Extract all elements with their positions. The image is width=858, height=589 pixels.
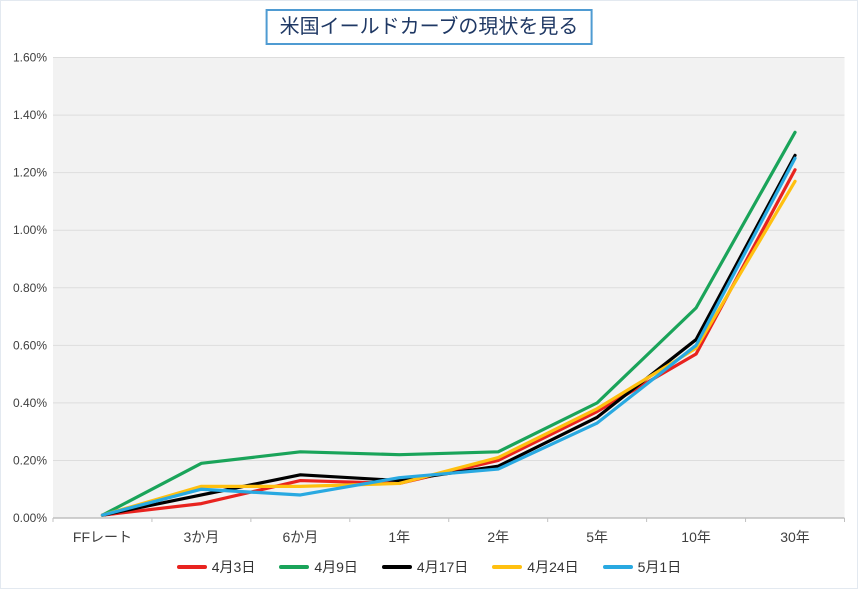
y-axis-tick-label: 0.20% [13,453,47,467]
chart-title: 米国イールドカーブの現状を見る [265,9,593,45]
x-axis-category-label: 30年 [780,529,810,545]
legend-marker-icon [602,565,633,569]
legend-label: 4月9日 [314,559,358,575]
legend-item: 4月3日 [176,557,256,577]
legend-label: 4月3日 [211,559,256,575]
legend-item: 4月17日 [381,557,469,577]
y-axis-tick-label: 0.60% [13,338,47,352]
series-line-4月9日 [100,130,797,517]
x-axis-category-label: 5年 [586,529,608,545]
legend-item: 4月9日 [279,557,358,577]
legend-marker-icon [492,565,523,569]
legend-item: 5月1日 [602,557,682,577]
legend-item: 4月24日 [492,557,579,577]
y-axis-tick-label: 0.40% [13,396,47,410]
y-axis-tick-label: 0.00% [13,511,47,525]
legend-marker-icon [279,565,310,569]
legend-marker-icon [381,565,412,569]
chart-legend: 4月3日 4月9日 4月17日 4月24日 5月1日 [1,557,857,577]
x-axis-category-label: 6か月 [282,529,318,545]
x-axis-category-label: 3か月 [184,529,220,545]
y-axis-tick-label: 1.60% [13,51,47,65]
legend-label: 4月17日 [416,559,469,575]
y-axis-tick-label: 0.80% [13,281,47,295]
y-axis-tick-label: 1.20% [13,166,47,180]
x-axis-category-label: 2年 [487,529,509,545]
series-line-5月1日 [100,156,797,517]
x-axis-category-label: 1年 [388,529,410,545]
y-axis-tick-label: 1.00% [13,223,47,237]
x-axis-category-label: FFレート [73,529,132,545]
legend-marker-icon [176,565,207,569]
legend-label: 4月24日 [527,559,579,575]
legend-label: 5月1日 [637,559,682,575]
y-axis-tick-label: 1.40% [13,108,47,122]
x-axis-category-label: 10年 [681,529,711,545]
